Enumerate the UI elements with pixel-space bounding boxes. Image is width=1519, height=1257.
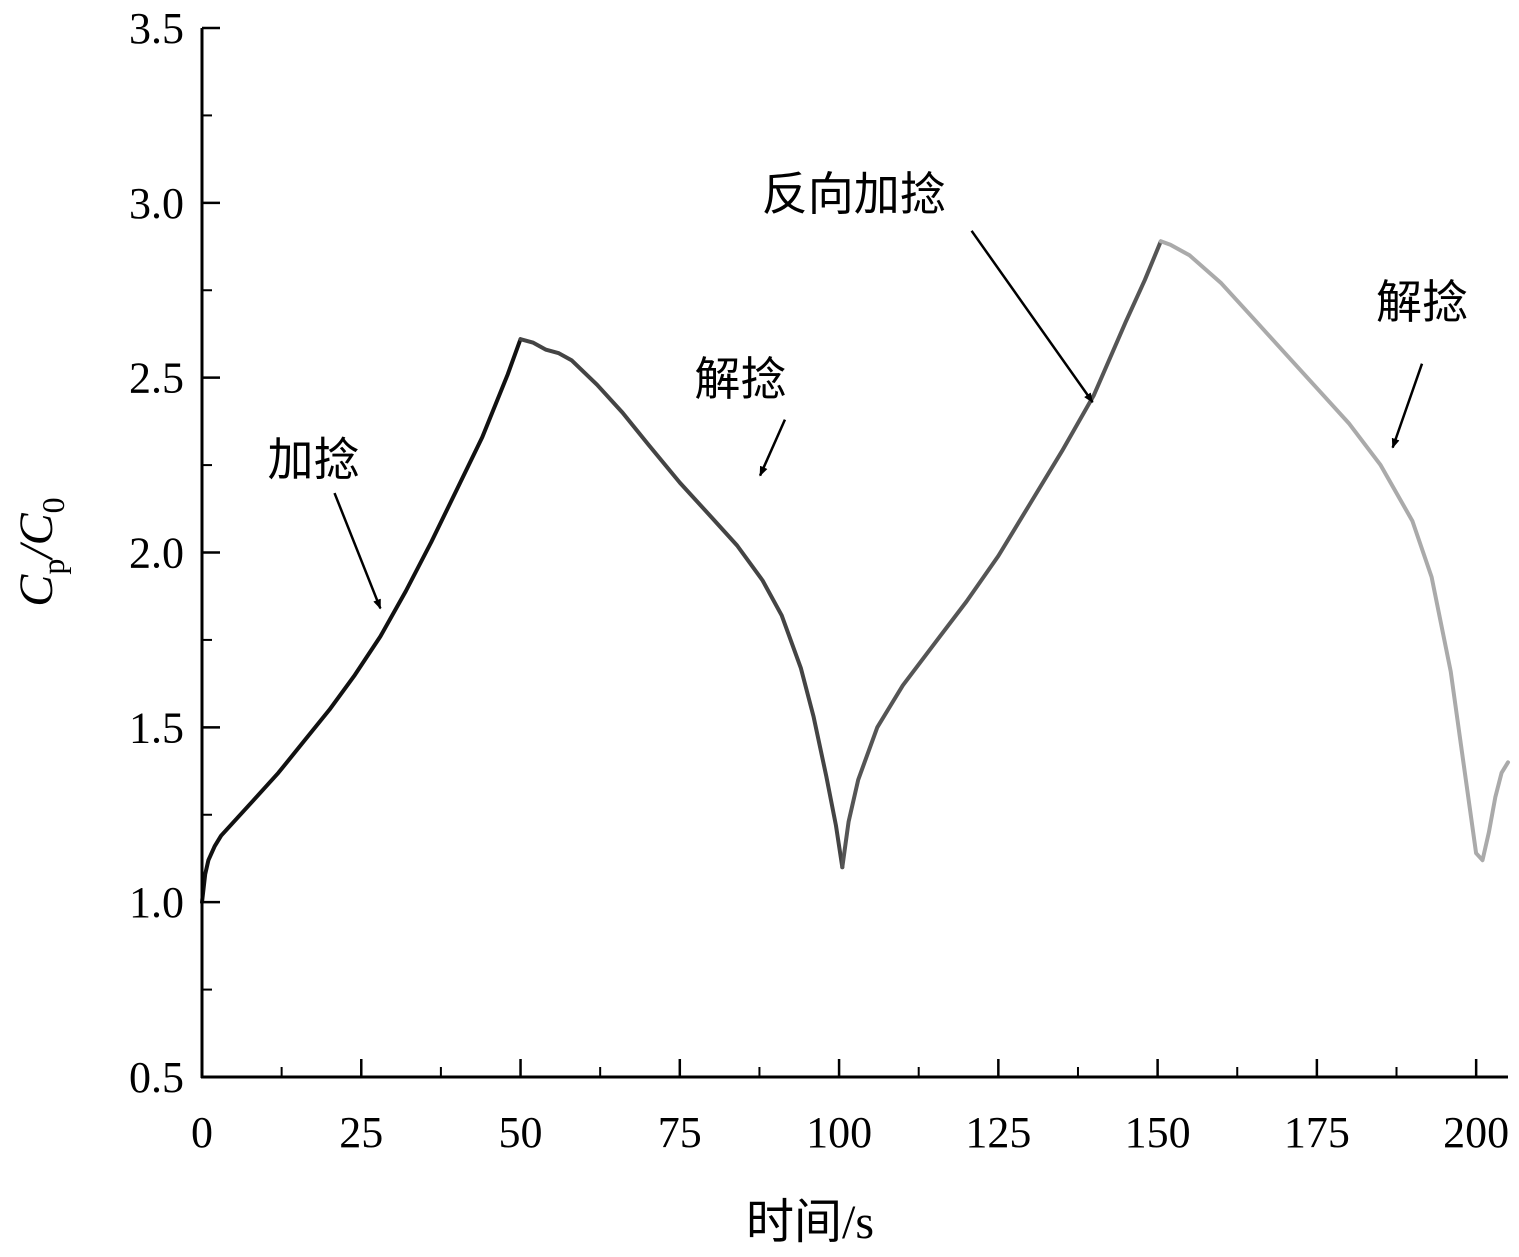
- annotation-label-2: 解捻: [694, 352, 786, 406]
- y-tick-label: 2.0: [129, 529, 184, 578]
- y-tick-label: 3.5: [129, 4, 184, 53]
- axes: 0 25 50 75 100 125 150 175 200 0.5 1.0 1.5 2.0 2.5 3.0…: [129, 4, 1509, 1157]
- x-tick-label: 150: [1125, 1108, 1191, 1157]
- x-tick-label: 125: [965, 1108, 1031, 1157]
- annotation-label-3: 反向加捻: [762, 167, 946, 221]
- y-tick-label: 1.5: [129, 703, 184, 752]
- y-axis-title-sub2: 0: [35, 497, 71, 513]
- annotation-label-4: 解捻: [1376, 275, 1468, 329]
- y-axis-title: Cp/C0: [10, 497, 71, 606]
- y-tick-label: 2.5: [129, 354, 184, 403]
- x-tick-label: 50: [499, 1108, 543, 1157]
- x-tick-label: 175: [1284, 1108, 1350, 1157]
- x-tick-label: 25: [339, 1108, 383, 1157]
- y-tick-label: 3.0: [129, 179, 184, 228]
- x-tick-label: 0: [191, 1108, 213, 1157]
- x-tick-label: 200: [1443, 1108, 1509, 1157]
- y-axis-title-sub: p: [35, 559, 71, 575]
- plot-lines: [200, 239, 1510, 905]
- y-tick-label: 1.0: [129, 878, 184, 927]
- series-line-1: [200, 337, 523, 905]
- series-line-4: [1158, 239, 1510, 863]
- x-axis-title: 时间/s: [746, 1196, 874, 1249]
- annotation-arrow-4: [1391, 363, 1424, 449]
- x-tick-label: 75: [658, 1108, 702, 1157]
- y-axis-title-sep: /C: [10, 512, 63, 561]
- series-line-2: [518, 337, 845, 870]
- x-tick-label: 100: [806, 1108, 872, 1157]
- annotation-arrow-3: [970, 230, 1094, 403]
- series-line-3: [840, 239, 1163, 870]
- annotation-label-1: 加捻: [267, 433, 359, 487]
- y-axis-title-main: C: [10, 574, 63, 607]
- annotation-arrow-2: [758, 419, 787, 477]
- annotation-arrow-1: [333, 492, 382, 610]
- y-tick-label: 0.5: [129, 1053, 184, 1102]
